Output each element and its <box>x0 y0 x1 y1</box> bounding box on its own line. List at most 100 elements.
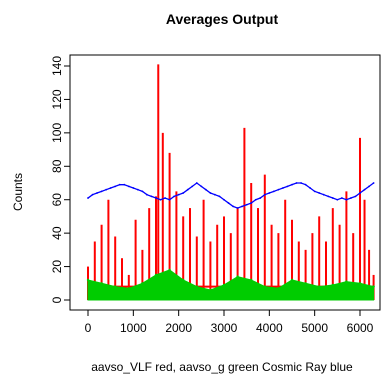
cosmic-ray-point <box>173 195 176 198</box>
aavso-g-point <box>277 287 280 290</box>
cosmic-ray-point <box>309 187 312 189</box>
cosmic-ray-point <box>282 187 284 189</box>
cosmic-ray-point <box>263 193 266 196</box>
aavso-g-point <box>318 285 321 288</box>
plot-area <box>86 64 375 301</box>
cosmic-ray-point <box>146 193 148 196</box>
cosmic-ray-point <box>250 202 253 204</box>
cosmic-ray-point <box>227 202 230 204</box>
cosmic-ray-point <box>91 193 94 196</box>
cosmic-ray-point <box>118 183 121 186</box>
aavso-g-point <box>222 283 226 287</box>
cosmic-ray-point <box>368 185 370 188</box>
cosmic-ray-point <box>109 187 112 189</box>
aavso-g-point <box>127 287 130 290</box>
aavso-g-point <box>263 285 266 288</box>
cosmic-ray-point <box>177 193 180 196</box>
cosmic-ray-point <box>304 183 307 186</box>
cosmic-ray-point <box>336 198 339 201</box>
cosmic-ray-point <box>155 197 157 199</box>
cosmic-ray-point <box>313 190 316 193</box>
aavso-g-point <box>168 268 171 272</box>
cosmic-ray-point <box>232 205 234 208</box>
cosmic-ray-point <box>354 195 357 198</box>
cosmic-ray-point <box>245 203 248 206</box>
aavso-g-point <box>304 282 307 285</box>
cosmic-ray-point <box>164 197 166 199</box>
cosmic-ray-point <box>191 185 194 188</box>
x-tick-label: 2000 <box>165 321 192 335</box>
x-tick-label: 3000 <box>211 321 238 335</box>
cosmic-ray-point <box>87 197 89 199</box>
cosmic-ray-point <box>295 182 298 184</box>
aavso-g-point <box>141 282 144 285</box>
y-tick-label: 40 <box>50 226 64 240</box>
cosmic-ray-point <box>186 188 189 191</box>
cosmic-ray-point <box>136 188 139 191</box>
cosmic-ray-point <box>327 195 330 198</box>
cosmic-ray-point <box>236 207 239 209</box>
aavso-g-point <box>114 285 117 288</box>
y-tick-label: 120 <box>50 89 64 109</box>
cosmic-ray-point <box>96 192 98 194</box>
aavso-g-point <box>345 280 348 283</box>
cosmic-ray-point <box>127 185 130 188</box>
y-axis-label: Counts <box>11 173 25 211</box>
cosmic-ray-point <box>182 192 185 194</box>
cosmic-ray-point <box>363 188 366 191</box>
cosmic-ray-point <box>141 190 144 193</box>
y-tick-label: 60 <box>50 193 64 207</box>
aavso-g-point <box>182 278 185 282</box>
chart-title: Averages Output <box>166 11 279 27</box>
cosmic-ray-point <box>214 193 216 196</box>
aavso-g-point <box>358 282 362 285</box>
y-tick-label: 100 <box>50 123 64 143</box>
cosmic-ray-point <box>350 197 352 199</box>
cosmic-ray-point <box>100 190 103 193</box>
cosmic-ray-point <box>195 182 198 184</box>
x-tick-label: 4000 <box>256 321 283 335</box>
cosmic-ray-point <box>218 195 221 198</box>
cosmic-ray-series-line <box>87 182 374 209</box>
y-tick-label: 140 <box>50 56 64 76</box>
cosmic-ray-point <box>223 198 225 201</box>
aavso-g-point <box>86 278 90 282</box>
cosmic-ray-point <box>254 198 257 201</box>
y-tick-label: 80 <box>50 159 64 173</box>
aavso-g-point <box>209 288 212 292</box>
aavso-g-point <box>250 278 253 282</box>
cosmic-ray-point <box>340 197 343 199</box>
x-axis-label: aavso_VLF red, aavso_g green Cosmic Ray … <box>91 360 353 374</box>
cosmic-ray-point <box>359 192 361 194</box>
cosmic-ray-point <box>286 185 289 188</box>
aavso-g-series-band <box>87 269 375 301</box>
aavso-g-point <box>331 283 334 287</box>
y-tick-label: 20 <box>50 260 64 274</box>
cosmic-ray-point <box>259 197 262 199</box>
cosmic-ray-point <box>159 198 162 201</box>
axes: 0 20 40 60 80 100 120 140 0 1000 2000 3000 4000 5000 6… <box>50 54 381 335</box>
cosmic-ray-point <box>209 192 212 194</box>
cosmic-ray-point <box>105 188 108 191</box>
cosmic-ray-point <box>291 183 293 186</box>
cosmic-ray-point <box>114 185 117 188</box>
cosmic-ray-point <box>200 185 203 188</box>
aavso-g-point <box>372 285 375 288</box>
cosmic-ray-point <box>150 195 153 198</box>
x-tick-label: 0 <box>85 321 92 335</box>
aavso-g-point <box>100 282 103 285</box>
cosmic-ray-point <box>277 188 280 191</box>
cosmic-ray-point <box>272 190 275 193</box>
plot-frame <box>69 54 381 311</box>
cosmic-ray-point <box>132 187 135 189</box>
aavso-g-point <box>290 278 294 282</box>
cosmic-ray-point <box>123 183 126 186</box>
cosmic-ray-point <box>331 197 334 199</box>
aavso-g-point <box>154 273 158 277</box>
x-tick-label: 1000 <box>120 321 147 335</box>
y-tick-label: 0 <box>50 296 64 303</box>
cosmic-ray-point <box>204 188 207 191</box>
cosmic-ray-point <box>372 182 375 184</box>
